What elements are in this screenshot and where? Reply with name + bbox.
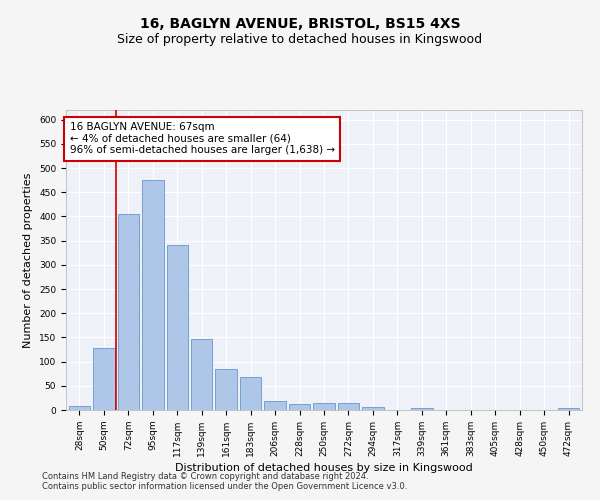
Bar xyxy=(362,406,383,410)
Bar xyxy=(240,377,262,410)
Bar xyxy=(338,402,359,410)
Text: Contains public sector information licensed under the Open Government Licence v3: Contains public sector information licen… xyxy=(42,482,407,491)
Bar xyxy=(313,402,335,410)
Bar xyxy=(142,180,164,410)
Text: 16 BAGLYN AVENUE: 67sqm
← 4% of detached houses are smaller (64)
96% of semi-det: 16 BAGLYN AVENUE: 67sqm ← 4% of detached… xyxy=(70,122,335,156)
Bar xyxy=(93,348,115,410)
Bar xyxy=(118,214,139,410)
Bar xyxy=(167,246,188,410)
Text: Size of property relative to detached houses in Kingswood: Size of property relative to detached ho… xyxy=(118,32,482,46)
Bar xyxy=(265,401,286,410)
Bar xyxy=(289,404,310,410)
Text: Contains HM Land Registry data © Crown copyright and database right 2024.: Contains HM Land Registry data © Crown c… xyxy=(42,472,368,481)
Bar xyxy=(558,408,580,410)
Y-axis label: Number of detached properties: Number of detached properties xyxy=(23,172,34,348)
Bar xyxy=(215,369,237,410)
Bar xyxy=(411,408,433,410)
X-axis label: Distribution of detached houses by size in Kingswood: Distribution of detached houses by size … xyxy=(175,463,473,473)
Text: 16, BAGLYN AVENUE, BRISTOL, BS15 4XS: 16, BAGLYN AVENUE, BRISTOL, BS15 4XS xyxy=(140,18,460,32)
Bar xyxy=(191,340,212,410)
Bar xyxy=(68,406,90,410)
